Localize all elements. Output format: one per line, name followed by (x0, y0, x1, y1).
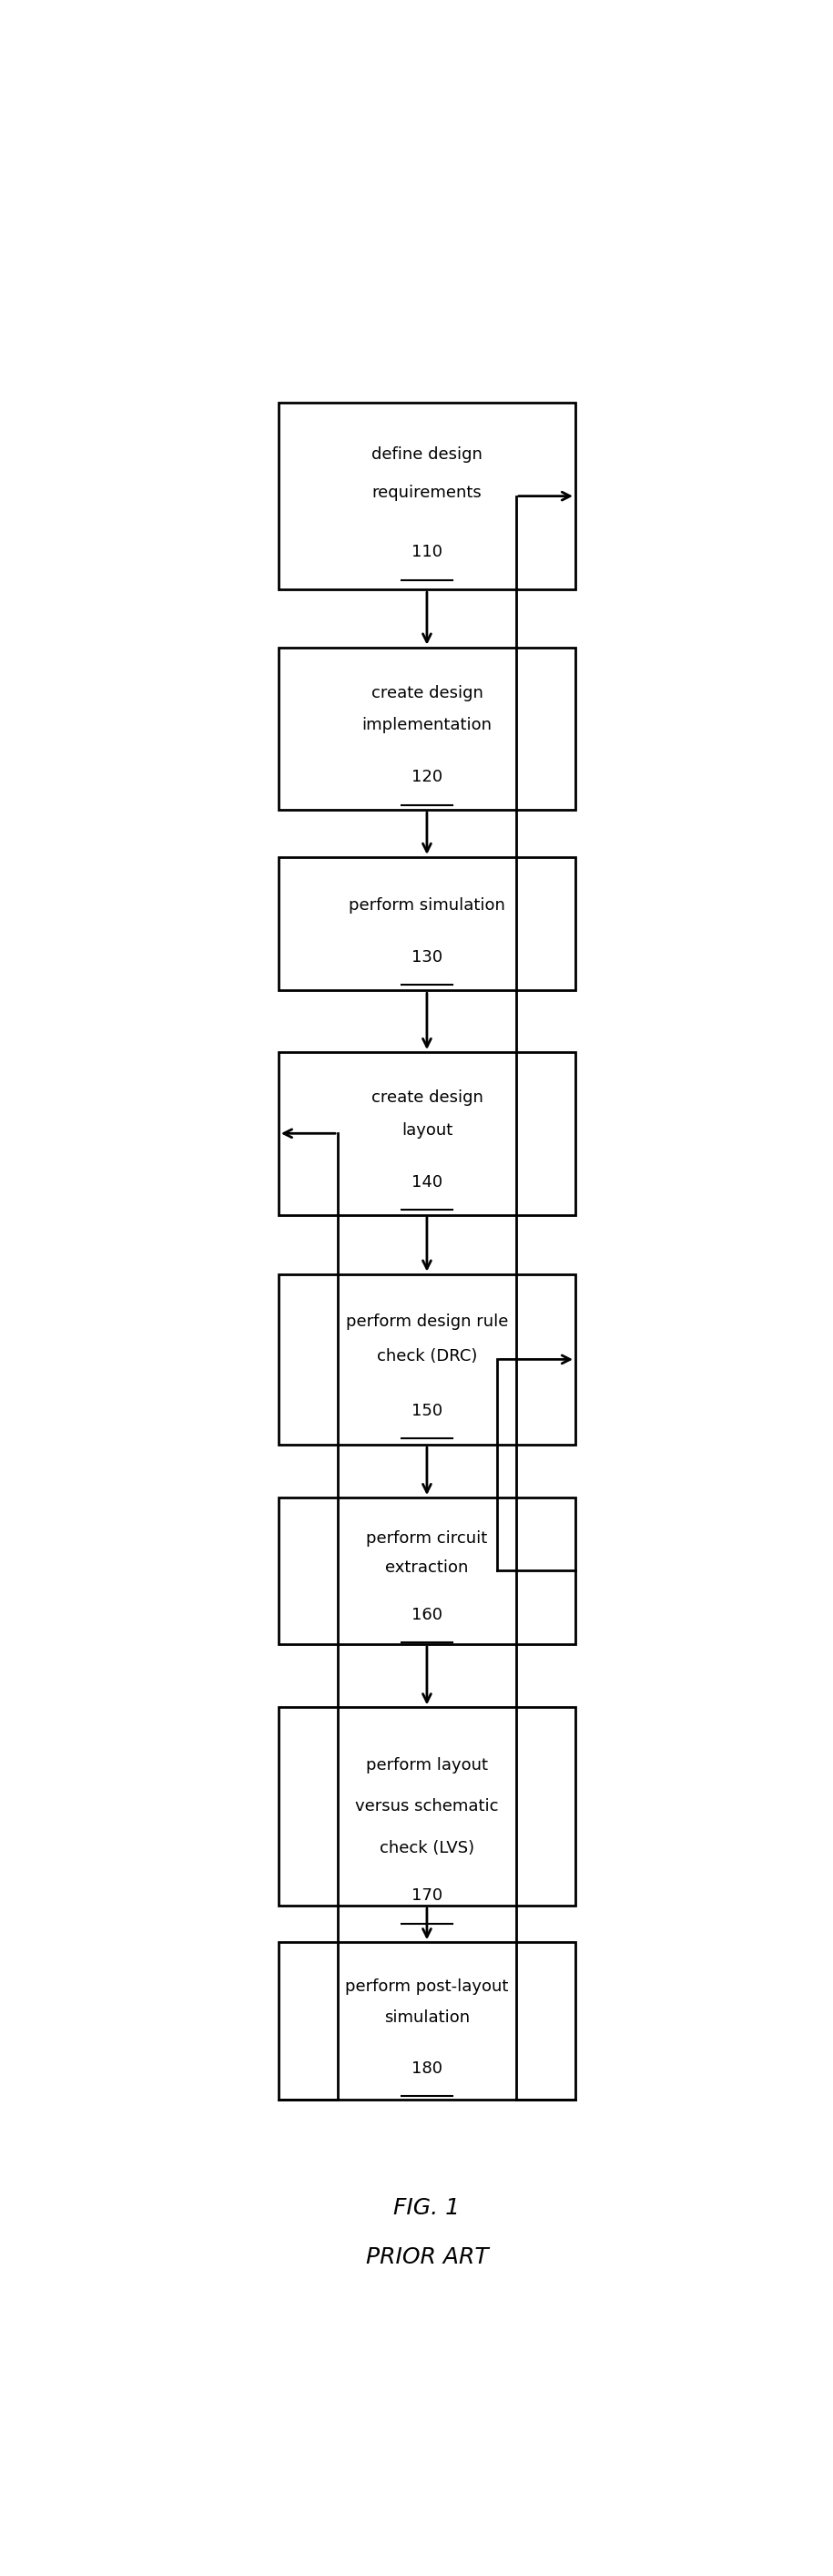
Text: 130: 130 (412, 948, 442, 966)
Text: layout: layout (402, 1123, 452, 1139)
Text: 140: 140 (412, 1175, 442, 1190)
Text: extraction: extraction (386, 1558, 468, 1577)
Text: 170: 170 (412, 1888, 442, 1904)
Text: check (DRC): check (DRC) (377, 1347, 477, 1365)
Text: perform design rule: perform design rule (346, 1314, 508, 1329)
Text: create design: create design (371, 1090, 483, 1105)
Text: requirements: requirements (372, 484, 481, 500)
Text: 160: 160 (412, 1607, 442, 1623)
Bar (278, 1497, 576, 1643)
Text: perform simulation: perform simulation (349, 896, 505, 914)
Bar (278, 1708, 576, 1906)
Text: simulation: simulation (384, 2009, 470, 2027)
Bar (278, 1275, 576, 1445)
Text: create design: create design (371, 685, 483, 701)
Text: check (LVS): check (LVS) (380, 1839, 474, 1857)
Text: perform circuit: perform circuit (367, 1530, 487, 1546)
Bar (278, 647, 576, 809)
Text: define design: define design (372, 446, 482, 464)
Bar (278, 1051, 576, 1216)
Text: versus schematic: versus schematic (355, 1798, 499, 1814)
Text: 180: 180 (412, 2061, 442, 2076)
Bar (278, 858, 576, 989)
Text: 110: 110 (412, 544, 442, 562)
Text: PRIOR ART: PRIOR ART (366, 2246, 488, 2267)
Text: FIG. 1: FIG. 1 (394, 2197, 460, 2218)
Text: 120: 120 (412, 770, 442, 786)
Text: implementation: implementation (362, 716, 492, 734)
Text: perform layout: perform layout (366, 1757, 488, 1772)
Text: perform post-layout: perform post-layout (345, 1978, 509, 1994)
Bar (278, 1942, 576, 2099)
Text: 150: 150 (412, 1401, 442, 1419)
Bar (278, 402, 576, 590)
